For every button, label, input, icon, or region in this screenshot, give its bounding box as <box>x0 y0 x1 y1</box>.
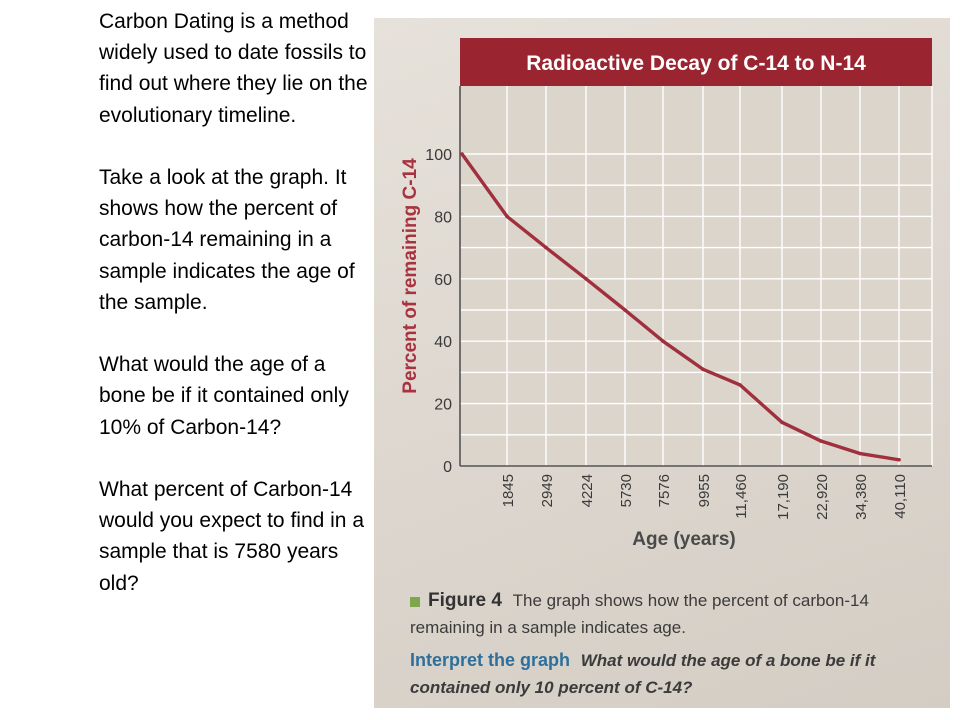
textbook-figure-photo: Radioactive Decay of C-14 to N-14 0 20 40 60… <box>374 18 950 708</box>
data-point <box>780 420 784 425</box>
data-point <box>858 451 862 456</box>
data-point <box>460 152 464 156</box>
data-point <box>701 367 705 372</box>
data-point <box>584 277 588 281</box>
y-axis-title: Percent of remaining C-14 <box>400 158 421 394</box>
x-tick-label: 4224 <box>579 474 596 507</box>
x-tick-label: 2949 <box>539 474 556 507</box>
question-percent: What percent of Carbon-14 would you expe… <box>99 478 365 595</box>
x-tick-label: 1845 <box>500 474 517 507</box>
y-tick-label: 40 <box>434 334 452 351</box>
data-point <box>897 457 901 462</box>
x-tick-label: 22,920 <box>814 474 831 520</box>
x-axis-title: Age (years) <box>632 529 736 550</box>
data-point <box>544 245 548 250</box>
interpret-label: Interpret the graph <box>410 650 571 670</box>
x-tick-label: 11,460 <box>733 474 750 519</box>
intro-paragraph: Carbon Dating is a method widely used to… <box>99 10 368 127</box>
x-tick-label: 9955 <box>696 474 713 507</box>
y-tick-label: 80 <box>434 209 452 226</box>
decay-chart: Radioactive Decay of C-14 to N-14 0 20 40 60… <box>400 38 933 550</box>
y-tick-label: 100 <box>425 147 452 164</box>
interpret-line-1: Interpret the graph What would the age o… <box>410 650 875 671</box>
interpret-text-1: What would the age of a bone be if it <box>580 651 876 670</box>
figure-text-2: remaining in a sample indicates age. <box>410 618 686 637</box>
figure-text-1: The graph shows how the percent of carbo… <box>512 591 869 610</box>
slide-text: Carbon Dating is a method widely used to… <box>99 6 371 630</box>
x-tick-label: 40,110 <box>892 474 909 519</box>
interpret-text-2: contained only 10 percent of C-14? <box>410 678 693 697</box>
decay-curve-line <box>460 152 901 462</box>
x-tick-label: 34,380 <box>853 474 870 520</box>
x-tick-label: 5730 <box>618 474 635 507</box>
x-tick-label: 17,190 <box>775 474 792 520</box>
figure-caption-line-1: Figure 4 The graph shows how the percent… <box>410 590 869 612</box>
y-tick-label: 60 <box>434 272 452 289</box>
instruction-paragraph: Take a look at the graph. It shows how t… <box>99 166 355 314</box>
x-tick-label: 7576 <box>656 474 673 507</box>
y-tick-label: 0 <box>443 459 452 476</box>
plot-area <box>460 86 932 466</box>
data-point <box>738 383 742 387</box>
y-tick-label: 20 <box>434 397 452 414</box>
data-point <box>505 214 509 219</box>
data-point <box>661 339 665 344</box>
data-point <box>819 439 823 443</box>
question-age: What would the age of a bone be if it co… <box>99 353 349 439</box>
data-point <box>623 308 627 312</box>
chart-title: Radioactive Decay of C-14 to N-14 <box>526 52 866 75</box>
figure-bullet <box>410 596 420 607</box>
figure-label: Figure 4 <box>428 590 502 611</box>
chart-title-banner <box>460 38 932 86</box>
